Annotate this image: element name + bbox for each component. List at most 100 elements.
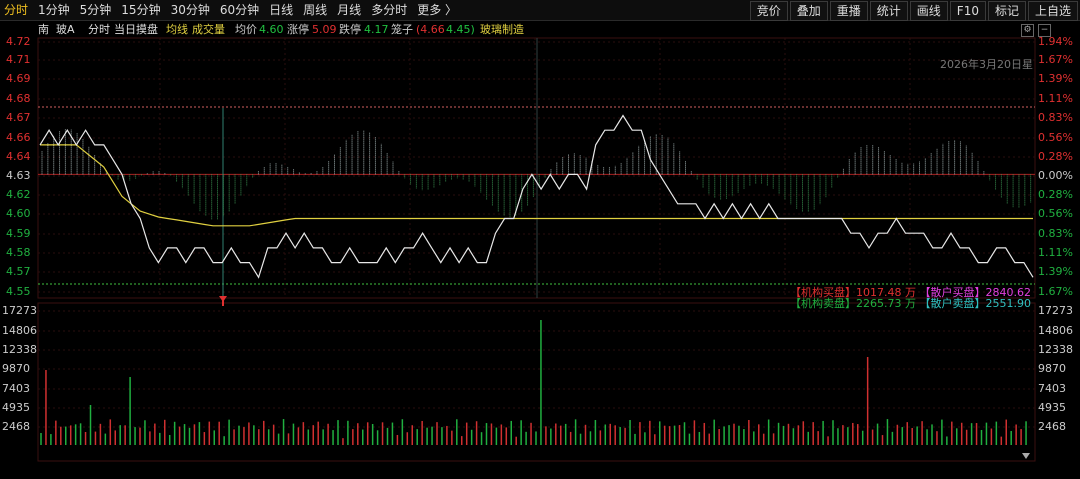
percent-tick: 0.00% (1038, 169, 1073, 182)
stock-name[interactable]: 玻A (56, 23, 75, 36)
inst-sell-value: 2265.73 万 (856, 297, 916, 310)
minus-icon[interactable]: − (1038, 24, 1051, 37)
price-tick: 4.71 (6, 53, 31, 66)
retail-sell-label: 【散户卖盘】 (919, 297, 986, 310)
tool-button-6[interactable]: 标记 (987, 1, 1026, 21)
volume-frame (37, 302, 1036, 462)
avg-line-label[interactable]: 均线 (166, 23, 188, 36)
percent-tick: 1.67% (1038, 53, 1073, 66)
volume-tick: 9870 (1038, 362, 1066, 375)
retail-buy-label: 【散户买盘】 (919, 286, 986, 299)
volume-tick: 17273 (2, 304, 37, 317)
price-tick: 4.69 (6, 72, 31, 85)
inst-sell-stat: 【机构卖盘】2265.73 万 【散户卖盘】2551.90 (790, 298, 1031, 310)
volume-tick: 17273 (1038, 304, 1073, 317)
volume-label[interactable]: 成交量 (192, 23, 225, 36)
tool-button-1[interactable]: 叠加 (789, 1, 828, 21)
avg-price-label: 均价 (235, 23, 257, 36)
tab-3[interactable]: 15分钟 (121, 3, 161, 17)
percent-tick: 1.11% (1038, 92, 1073, 105)
bid-ask-value-low: 4.45) (446, 23, 475, 36)
tab-9[interactable]: 多分时 (371, 3, 408, 17)
tool-button-5[interactable]: F10 (949, 1, 986, 21)
price-tick: 4.58 (6, 246, 31, 259)
price-tick: 4.68 (6, 92, 31, 105)
volume-tick: 14806 (2, 324, 37, 337)
period-tabs: 分时 1分钟 5分钟 15分钟 30分钟 60分钟 日线 周线 月线 多分时 更多 〉 (4, 3, 457, 17)
price-line (39, 114, 1034, 279)
volume-tick: 7403 (2, 382, 30, 395)
tool-button-4[interactable]: 画线 (909, 1, 948, 21)
tool-buttons: 竞价 叠加 重播 统计 画线 F10 标记 上自选 (748, 1, 1078, 21)
price-tick: 4.63 (6, 169, 31, 182)
limit-up-value: 5.09 (312, 23, 337, 36)
period-toolbar: 分时 1分钟 5分钟 15分钟 30分钟 60分钟 日线 周线 月线 多分时 更多 〉 竞价 叠加 重播… (0, 0, 1080, 21)
price-tick: 4.67 (6, 111, 31, 124)
volume-tick: 4935 (1038, 401, 1066, 414)
limit-up-label: 涨停 (287, 23, 309, 36)
price-tick: 4.62 (6, 188, 31, 201)
tool-button-0[interactable]: 竞价 (749, 1, 788, 21)
tool-button-2[interactable]: 重播 (829, 1, 868, 21)
price-tick: 4.64 (6, 150, 31, 163)
tool-button-7[interactable]: 上自选 (1027, 1, 1078, 21)
percent-tick: 1.39% (1038, 72, 1073, 85)
tab-5[interactable]: 60分钟 (219, 3, 260, 17)
volume-tick: 14806 (1038, 324, 1073, 337)
tab-1[interactable]: 1分钟 (38, 3, 70, 17)
tab-10[interactable]: 更多 〉 (417, 3, 458, 17)
info-bar: 南 玻A 分时 当日摸盘 均线 成交量 均价 4.60 涨停 5.09 跌停 4… (0, 22, 1080, 38)
percent-tick: 1.94% (1038, 35, 1073, 48)
avg-line (40, 144, 1033, 227)
tab-7[interactable]: 周线 (303, 3, 328, 17)
percent-tick: 0.28% (1038, 150, 1073, 163)
percent-tick: 1.39% (1038, 265, 1073, 278)
price-tick: 4.66 (6, 131, 31, 144)
tab-4[interactable]: 30分钟 (170, 3, 210, 17)
view-label[interactable]: 当日摸盘 (114, 23, 158, 36)
avg-price-value: 4.60 (259, 23, 284, 36)
bid-ask-label: 笼子 (391, 23, 413, 36)
price-tick: 4.57 (6, 265, 31, 278)
mode-label[interactable]: 分时 (88, 23, 110, 36)
volume-tick: 7403 (1038, 382, 1066, 395)
inst-buy-label: 【机构买盘】 (790, 286, 856, 299)
price-tick: 4.55 (6, 285, 31, 298)
volume-tick: 9870 (2, 362, 30, 375)
date-label: 2026年3月20日星 (940, 58, 1033, 71)
volume-tick: 12338 (2, 343, 37, 356)
low-marker-icon (219, 296, 227, 302)
tab-8[interactable]: 月线 (337, 3, 362, 17)
tab-6[interactable]: 日线 (269, 3, 294, 17)
retail-buy-value: 2840.62 (985, 286, 1031, 299)
percent-tick: 0.56% (1038, 131, 1073, 144)
bid-ask-value-high: (4.66 (416, 23, 445, 36)
percent-tick: 1.11% (1038, 246, 1073, 259)
price-tick: 4.60 (6, 207, 31, 220)
retail-sell-value: 2551.90 (985, 297, 1031, 310)
price-tick: 4.59 (6, 227, 31, 240)
inst-sell-label: 【机构卖盘】 (790, 297, 856, 310)
inst-buy-stat: 【机构买盘】1017.48 万 【散户买盘】2840.62 (790, 287, 1031, 299)
percent-tick: 1.67% (1038, 285, 1073, 298)
price-tick: 4.72 (6, 35, 31, 48)
percent-tick: 0.56% (1038, 207, 1073, 220)
sector-label[interactable]: 玻璃制造 (480, 23, 524, 36)
inst-buy-value: 1017.48 万 (856, 286, 916, 299)
tab-2[interactable]: 5分钟 (79, 3, 112, 17)
volume-tick: 2468 (2, 420, 30, 433)
limit-down-value: 4.17 (364, 23, 389, 36)
percent-tick: 0.83% (1038, 111, 1073, 124)
percent-tick: 0.28% (1038, 188, 1073, 201)
market-flag: 南 (38, 23, 49, 36)
tab-0[interactable]: 分时 (4, 3, 29, 17)
collapse-arrow-icon (1022, 453, 1030, 459)
volume-tick: 4935 (2, 401, 30, 414)
volume-tick: 2468 (1038, 420, 1066, 433)
limit-down-label: 跌停 (339, 23, 361, 36)
tool-button-3[interactable]: 统计 (869, 1, 908, 21)
volume-tick: 12338 (1038, 343, 1073, 356)
settings-icon[interactable]: ⚙ (1021, 24, 1034, 37)
percent-tick: 0.83% (1038, 227, 1073, 240)
